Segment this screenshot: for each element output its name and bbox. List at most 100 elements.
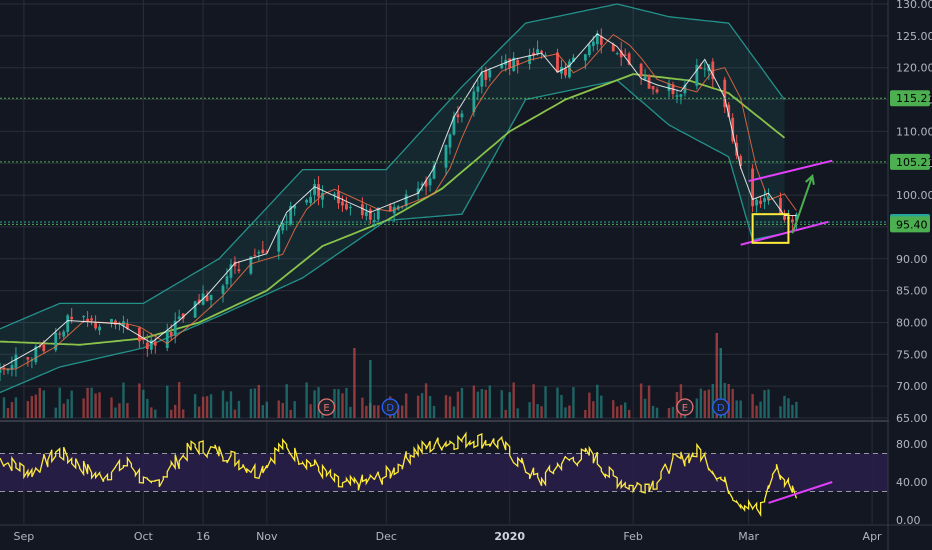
candle-body[interactable] — [197, 299, 201, 304]
candle-body[interactable] — [779, 198, 782, 214]
candle-body[interactable] — [695, 64, 699, 86]
candle-body[interactable] — [265, 251, 269, 253]
candle-body[interactable] — [476, 86, 480, 92]
candle-body[interactable] — [34, 346, 38, 363]
candle-body[interactable] — [727, 104, 731, 117]
candle-body[interactable] — [293, 205, 297, 209]
candle-body[interactable] — [66, 315, 70, 332]
candle-body[interactable] — [568, 61, 571, 78]
candle-body[interactable] — [137, 327, 141, 342]
candle-body[interactable] — [759, 200, 762, 204]
candle-body[interactable] — [591, 41, 595, 46]
candle-body[interactable] — [536, 49, 539, 55]
candle-body[interactable] — [623, 54, 627, 56]
candle-body[interactable] — [372, 220, 376, 222]
candle-body[interactable] — [305, 199, 309, 203]
trendline[interactable] — [740, 220, 829, 246]
candle-body[interactable] — [404, 194, 408, 207]
candle-body[interactable] — [126, 324, 129, 329]
candle-body[interactable] — [249, 256, 253, 274]
candle-body[interactable] — [209, 294, 213, 300]
candle-body[interactable] — [679, 94, 683, 97]
candle-body[interactable] — [615, 53, 619, 55]
candle-body[interactable] — [388, 205, 392, 212]
candle-body[interactable] — [675, 95, 679, 97]
candle-body[interactable] — [349, 206, 352, 208]
event-marker[interactable]: E — [676, 398, 694, 416]
drawing-tools[interactable] — [0, 97, 888, 504]
price-level-tag[interactable]: 105.21 — [890, 153, 932, 170]
price-level-tag[interactable]: 115.21 — [890, 90, 932, 107]
candle-body[interactable] — [448, 134, 452, 148]
candle-body[interactable] — [611, 44, 615, 52]
candle-body[interactable] — [225, 276, 229, 285]
candle-body[interactable] — [257, 252, 261, 254]
candle-body[interactable] — [165, 330, 169, 348]
candle-body[interactable] — [595, 33, 599, 45]
candle-body[interactable] — [0, 369, 2, 373]
candle-body[interactable] — [149, 339, 153, 350]
candle-body[interactable] — [26, 357, 30, 360]
candle-body[interactable] — [583, 54, 587, 61]
candle-body[interactable] — [667, 83, 671, 91]
candle-body[interactable] — [82, 316, 86, 318]
event-marker[interactable]: E — [317, 398, 336, 416]
candle-body[interactable] — [309, 196, 313, 204]
candle-body[interactable] — [723, 79, 727, 108]
candlesticks[interactable] — [0, 28, 798, 382]
candle-body[interactable] — [360, 204, 364, 216]
highlight-rectangle[interactable] — [751, 213, 790, 244]
trendline[interactable] — [748, 159, 833, 183]
candle-body[interactable] — [783, 215, 786, 220]
candle-body[interactable] — [42, 344, 46, 352]
rsi-trendline[interactable] — [768, 481, 833, 504]
candle-body[interactable] — [751, 168, 755, 207]
candle-body[interactable] — [229, 264, 233, 278]
candle-body[interactable] — [627, 53, 631, 65]
candle-body[interactable] — [313, 184, 316, 195]
candle-body[interactable] — [655, 89, 659, 93]
candle-body[interactable] — [86, 318, 90, 322]
candle-body[interactable] — [70, 316, 74, 320]
candle-body[interactable] — [767, 197, 770, 201]
candle-body[interactable] — [169, 331, 173, 337]
rsi-pane[interactable] — [0, 431, 888, 518]
candle-body[interactable] — [376, 207, 380, 220]
candle-body[interactable] — [703, 68, 707, 70]
candle-body[interactable] — [345, 203, 348, 210]
event-marker[interactable]: D — [381, 398, 399, 416]
candle-body[interactable] — [14, 354, 18, 368]
candle-body[interactable] — [432, 165, 436, 179]
candle-body[interactable] — [731, 117, 735, 142]
candle-body[interactable] — [544, 54, 547, 56]
candle-body[interactable] — [368, 209, 372, 220]
candle-body[interactable] — [94, 323, 97, 329]
candle-body[interactable] — [512, 57, 516, 71]
candle-body[interactable] — [285, 221, 289, 223]
candle-body[interactable] — [599, 36, 603, 45]
candle-body[interactable] — [424, 180, 428, 187]
candle-body[interactable] — [619, 50, 623, 58]
candle-body[interactable] — [177, 316, 181, 319]
candle-body[interactable] — [508, 58, 512, 68]
candle-body[interactable] — [173, 320, 177, 336]
candle-body[interactable] — [10, 364, 14, 370]
candle-body[interactable] — [416, 188, 420, 194]
candle-body[interactable] — [364, 211, 368, 217]
candle-body[interactable] — [795, 214, 798, 221]
candle-body[interactable] — [6, 369, 10, 371]
candle-body[interactable] — [699, 67, 703, 69]
candle-body[interactable] — [277, 229, 281, 252]
candle-body[interactable] — [317, 184, 320, 197]
arrow-shaft[interactable] — [791, 175, 814, 234]
candle-body[interactable] — [791, 219, 794, 223]
candle-body[interactable] — [153, 341, 157, 346]
candle-body[interactable] — [516, 60, 520, 65]
candle-body[interactable] — [472, 91, 476, 113]
candle-body[interactable] — [205, 295, 209, 302]
candle-body[interactable] — [651, 86, 655, 90]
candle-body[interactable] — [480, 72, 484, 87]
candle-body[interactable] — [572, 57, 575, 62]
